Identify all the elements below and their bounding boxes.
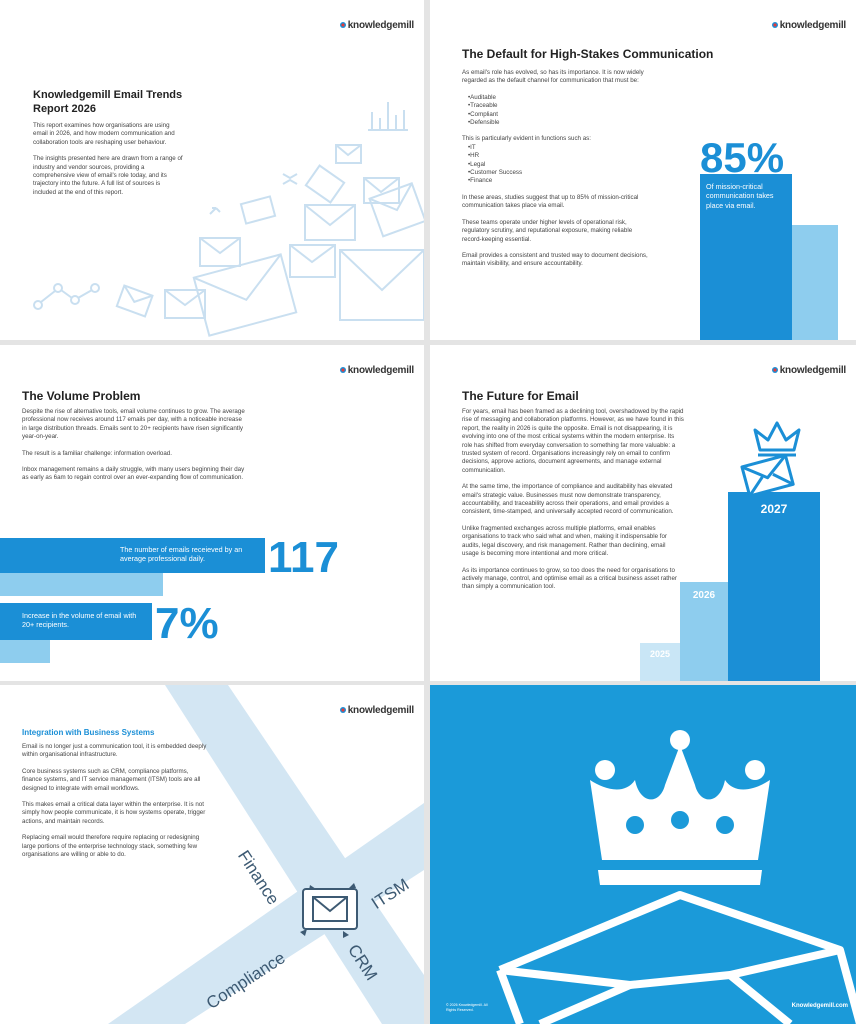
paragraph: The result is a familiar challenge: info… (22, 449, 172, 457)
list-item: Compliant (468, 111, 652, 119)
slide: knowledgemill The Future for Email For y… (430, 345, 856, 681)
paragraph: Email is no longer just a communication … (22, 743, 207, 759)
bar (0, 640, 50, 663)
title: The Future for Email (462, 389, 579, 403)
step (728, 492, 820, 681)
slide: knowledgemill The Volume Problem Despite… (0, 345, 424, 681)
paragraph: Replacing email would therefore require … (22, 834, 200, 859)
title: Integration with Business Systems (22, 728, 155, 737)
body-text: Email is no longer just a communication … (22, 743, 207, 867)
year-label: 2025 (649, 649, 671, 659)
paragraph: Core business systems such as CRM, compl… (22, 767, 201, 792)
title: The Volume Problem (22, 389, 141, 403)
bar (700, 174, 792, 340)
stat-caption: Increase in the volume of email with 20+… (22, 611, 137, 630)
paragraph: This makes email a critical data layer w… (22, 801, 206, 825)
list-item: IT (468, 144, 652, 152)
slide: knowledgemill The Default for High-Stake… (430, 0, 856, 340)
paragraph: The insights presented here are drawn fr… (33, 155, 183, 196)
brand: knowledgemill (340, 705, 415, 716)
paragraph: Inbox management remains a daily struggl… (22, 466, 245, 482)
bar (0, 573, 163, 596)
slide: knowledgemill Knowledgemill Email Trends… (0, 0, 424, 340)
brand: knowledgemill (772, 20, 847, 31)
paragraph: Despite the rise of alternative tools, e… (22, 408, 245, 441)
step (640, 643, 680, 681)
slide: © 2026 Knowledgemill. All Rights Reserve… (430, 685, 856, 1024)
bar (0, 603, 152, 640)
decoration (33, 102, 424, 337)
title: The Default for High-Stakes Communicatio… (462, 47, 714, 61)
bar (0, 538, 265, 573)
stat-caption: Of mission-critical communication takes … (706, 182, 774, 210)
list-item: Auditable (468, 94, 652, 102)
stat: 7% (155, 599, 219, 648)
paragraph: As email's role has evolved, so has its … (462, 69, 644, 85)
paragraphs: In these areas, studies suggest that up … (462, 194, 652, 269)
paragraph: In these areas, studies suggest that up … (462, 193, 639, 210)
stat: 117 (268, 533, 339, 582)
paragraph: This is particularly evident in function… (462, 135, 591, 143)
list: AuditableTraceableCompliantDefensible (462, 94, 652, 128)
illustration (496, 730, 856, 1024)
year-label: 2026 (692, 590, 716, 601)
list-item: Customer Success (468, 169, 652, 177)
stat-caption: The number of emails receieved by an ave… (120, 545, 243, 564)
body-text: For years, email has been framed as a de… (462, 408, 684, 600)
list-item: Defensible (468, 119, 652, 127)
paragraph: For years, email has been framed as a de… (462, 408, 684, 474)
brand: knowledgemill (340, 20, 415, 31)
paragraph: As its importance continues to grow, so … (462, 566, 677, 591)
slide: Finance ITSM Compliance CRM knowledgemil… (0, 685, 424, 1024)
icon (740, 421, 801, 495)
body-text: As email's role has evolved, so has its … (462, 69, 652, 277)
diagram (108, 685, 424, 1024)
body-text: This report examines how organisations a… (33, 122, 183, 205)
website: Knowledgemill.com (791, 1003, 848, 1009)
paragraph: These teams operate under higher levels … (462, 218, 633, 243)
stat: 85% (700, 134, 785, 181)
year-label: 2027 (760, 502, 788, 516)
paragraph: This report examines how organisations a… (33, 122, 175, 146)
list-item: Finance (468, 177, 652, 185)
list: ITHRLegalCustomer SuccessFinance (462, 144, 652, 186)
paragraph: Unlike fragmented exchanges across multi… (462, 524, 667, 558)
list-item: Legal (468, 161, 652, 169)
title: Knowledgemill Email Trends Report 2026 (33, 89, 183, 115)
list-item: HR (468, 152, 652, 160)
copyright: © 2026 Knowledgemill. All Rights Reserve… (446, 1003, 488, 1012)
body-text: Despite the rise of alternative tools, e… (22, 408, 247, 491)
paragraph: At the same time, the importance of comp… (462, 483, 674, 516)
brand: knowledgemill (340, 365, 415, 376)
paragraph: Email provides a consistent and trusted … (462, 251, 648, 268)
step (680, 582, 728, 681)
bar (792, 225, 838, 340)
brand: knowledgemill (772, 365, 847, 376)
list-item: Traceable (468, 102, 652, 110)
